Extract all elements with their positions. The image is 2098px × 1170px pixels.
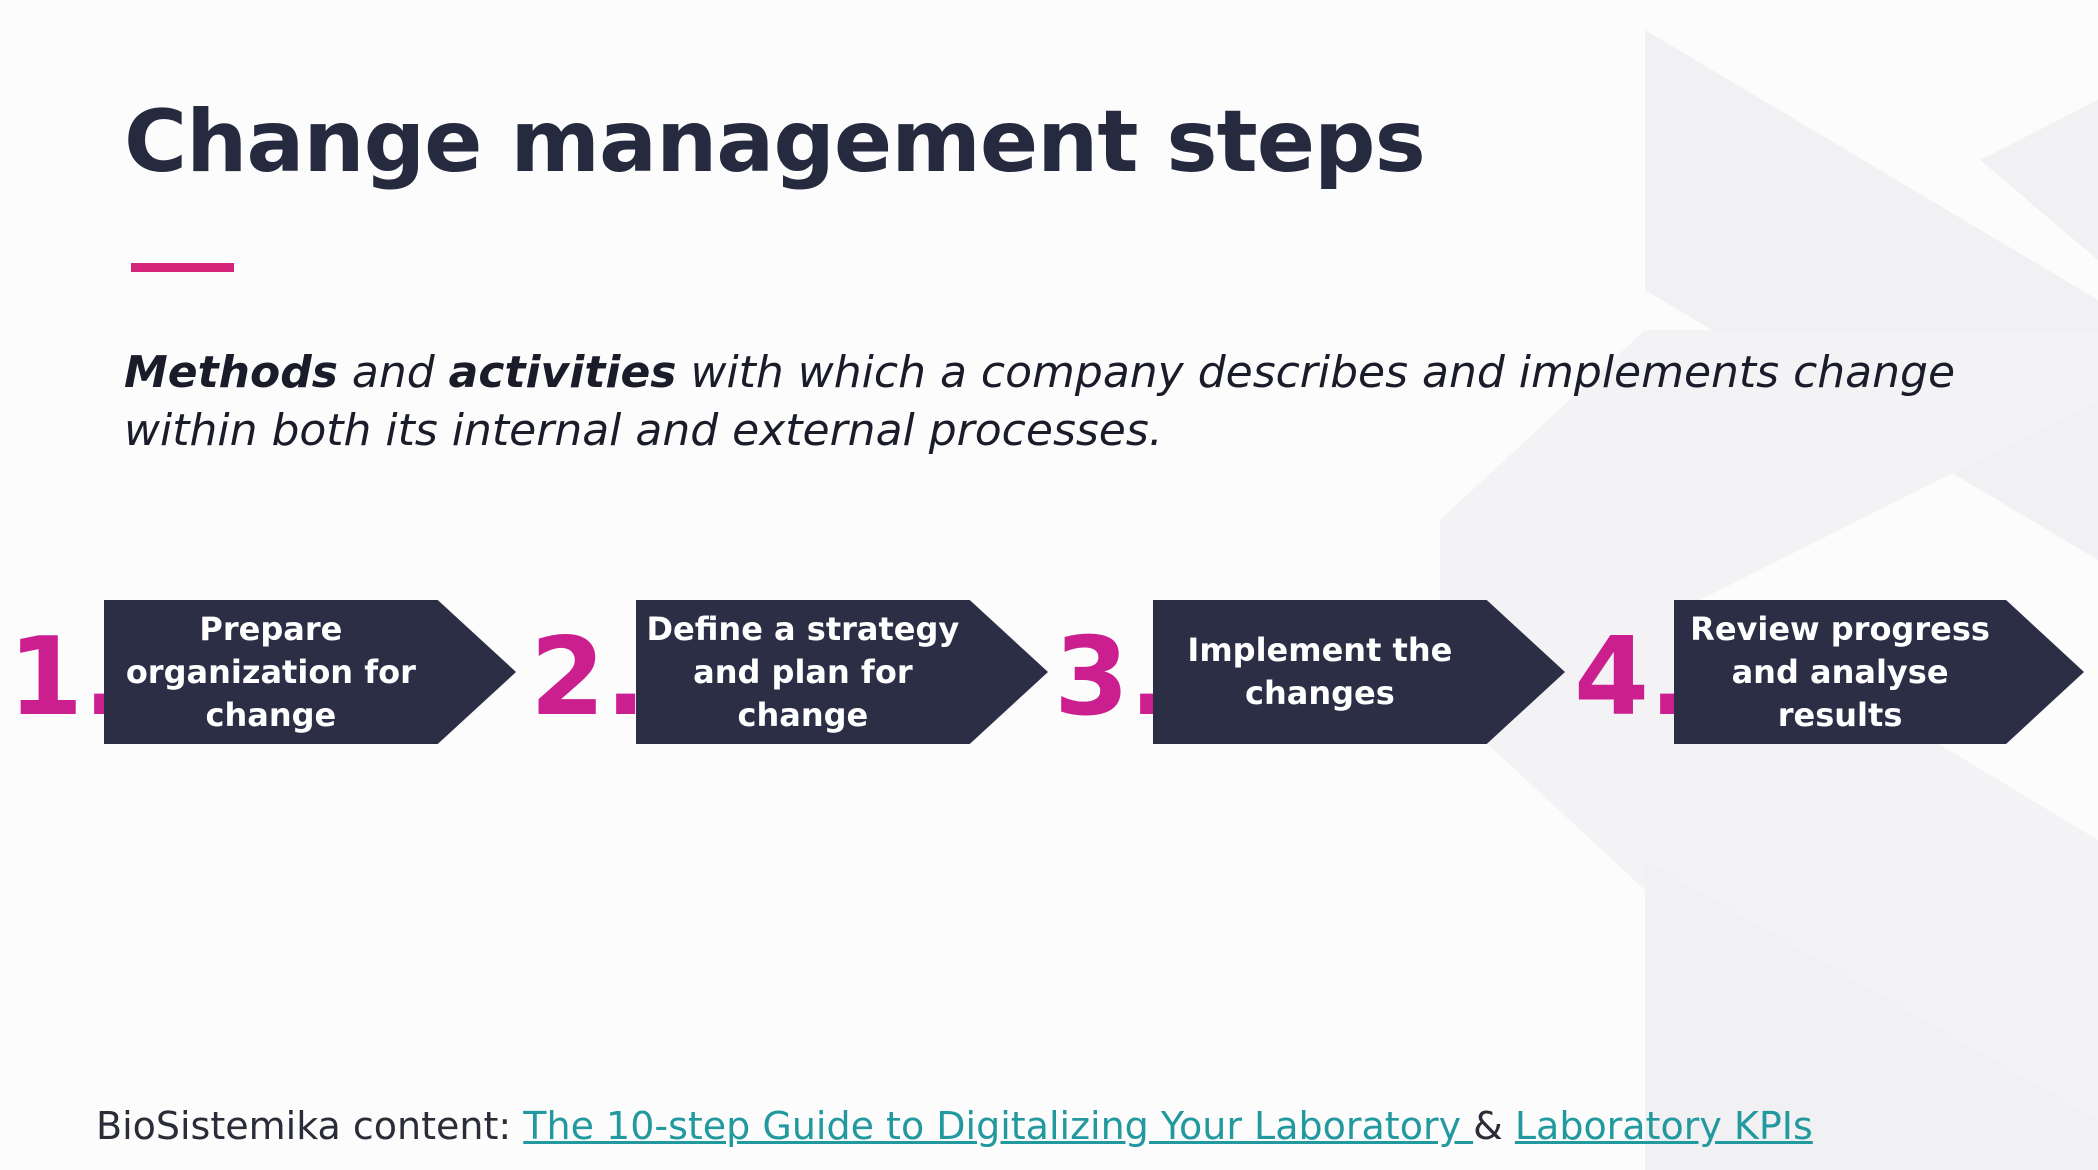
step-4-label: Review progress and analyse results <box>1690 609 1990 734</box>
subtitle-and: and <box>337 347 449 398</box>
subtitle-rest: with which a company describes and imple… <box>124 347 1956 456</box>
step-3-arrow: Implement the changes <box>1153 600 1565 744</box>
step-3-label: Implement the changes <box>1187 631 1453 712</box>
footer-prefix: BioSistemika content: <box>96 1104 524 1148</box>
step-4-arrow: Review progress and analyse results <box>1674 600 2084 744</box>
footer-sources: BioSistemika content: The 10-step Guide … <box>96 1104 1813 1148</box>
title-underline <box>131 263 234 272</box>
step-2-number: 2. <box>530 615 647 740</box>
link-10-step-guide[interactable]: The 10-step Guide to Digitalizing Your L… <box>523 1104 1474 1148</box>
slide-subtitle: Methods and activities with which a comp… <box>124 344 2024 460</box>
step-1-arrow: Prepare organization for change <box>104 600 516 744</box>
step-4-number: 4. <box>1574 615 1691 740</box>
subtitle-methods: Methods <box>124 347 338 398</box>
link-laboratory-kpis[interactable]: Laboratory KPIs <box>1514 1104 1813 1148</box>
step-2-arrow: Define a strategy and plan for change <box>636 600 1048 744</box>
step-3-number: 3. <box>1054 615 1171 740</box>
subtitle-activities: activities <box>448 347 677 398</box>
slide-title: Change management steps <box>124 92 1426 192</box>
step-1-label: Prepare organization for change <box>125 609 416 734</box>
footer-separator: & <box>1473 1104 1515 1148</box>
step-2-label: Define a strategy and plan for change <box>646 609 960 734</box>
